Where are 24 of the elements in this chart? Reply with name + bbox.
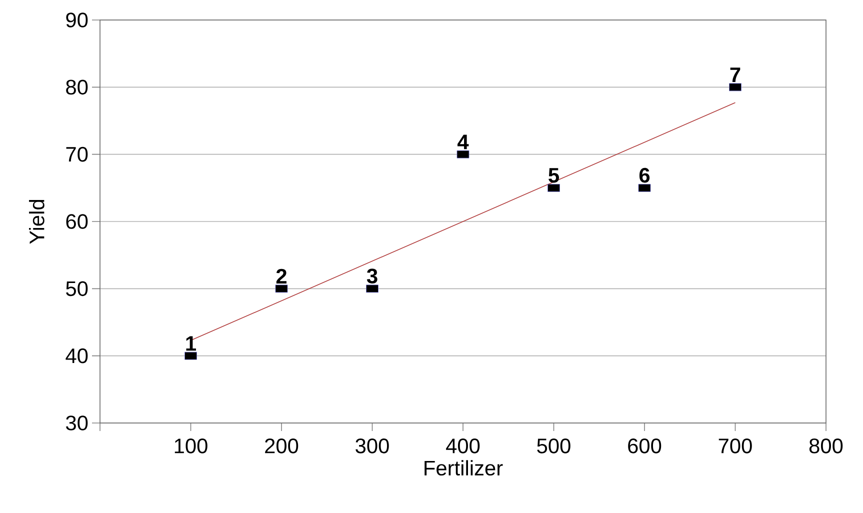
x-tick-label: 800 — [809, 438, 843, 454]
annotation: 3 — [366, 268, 378, 284]
x-tick-label: 700 — [718, 438, 752, 454]
y-tick-label: 50 — [66, 281, 88, 296]
annotation: 5 — [548, 168, 559, 183]
x-tick-label: 300 — [356, 438, 389, 454]
x-tick-label: 400 — [446, 438, 480, 454]
annotation: 7 — [730, 68, 740, 82]
y-tick-label: 40 — [66, 348, 88, 364]
x-tick-label: 200 — [265, 438, 298, 454]
y-axis-title: Yield — [29, 200, 44, 244]
y-tick-label: 70 — [66, 146, 88, 162]
x-axis-title: Fertilizer — [424, 460, 503, 476]
x-tick-label: 500 — [537, 438, 570, 454]
x-tick-label: 600 — [628, 438, 662, 454]
y-tick-label: 80 — [66, 80, 88, 95]
annotation: 1 — [186, 336, 196, 351]
y-tick-label: 60 — [66, 214, 88, 229]
annotation: 6 — [639, 168, 650, 183]
annotation: 4 — [457, 134, 469, 150]
annotation: 2 — [276, 268, 286, 284]
y-tick-label: 30 — [66, 416, 88, 430]
y-tick-label: 90 — [66, 12, 88, 28]
x-tick-label: 100 — [174, 438, 208, 454]
